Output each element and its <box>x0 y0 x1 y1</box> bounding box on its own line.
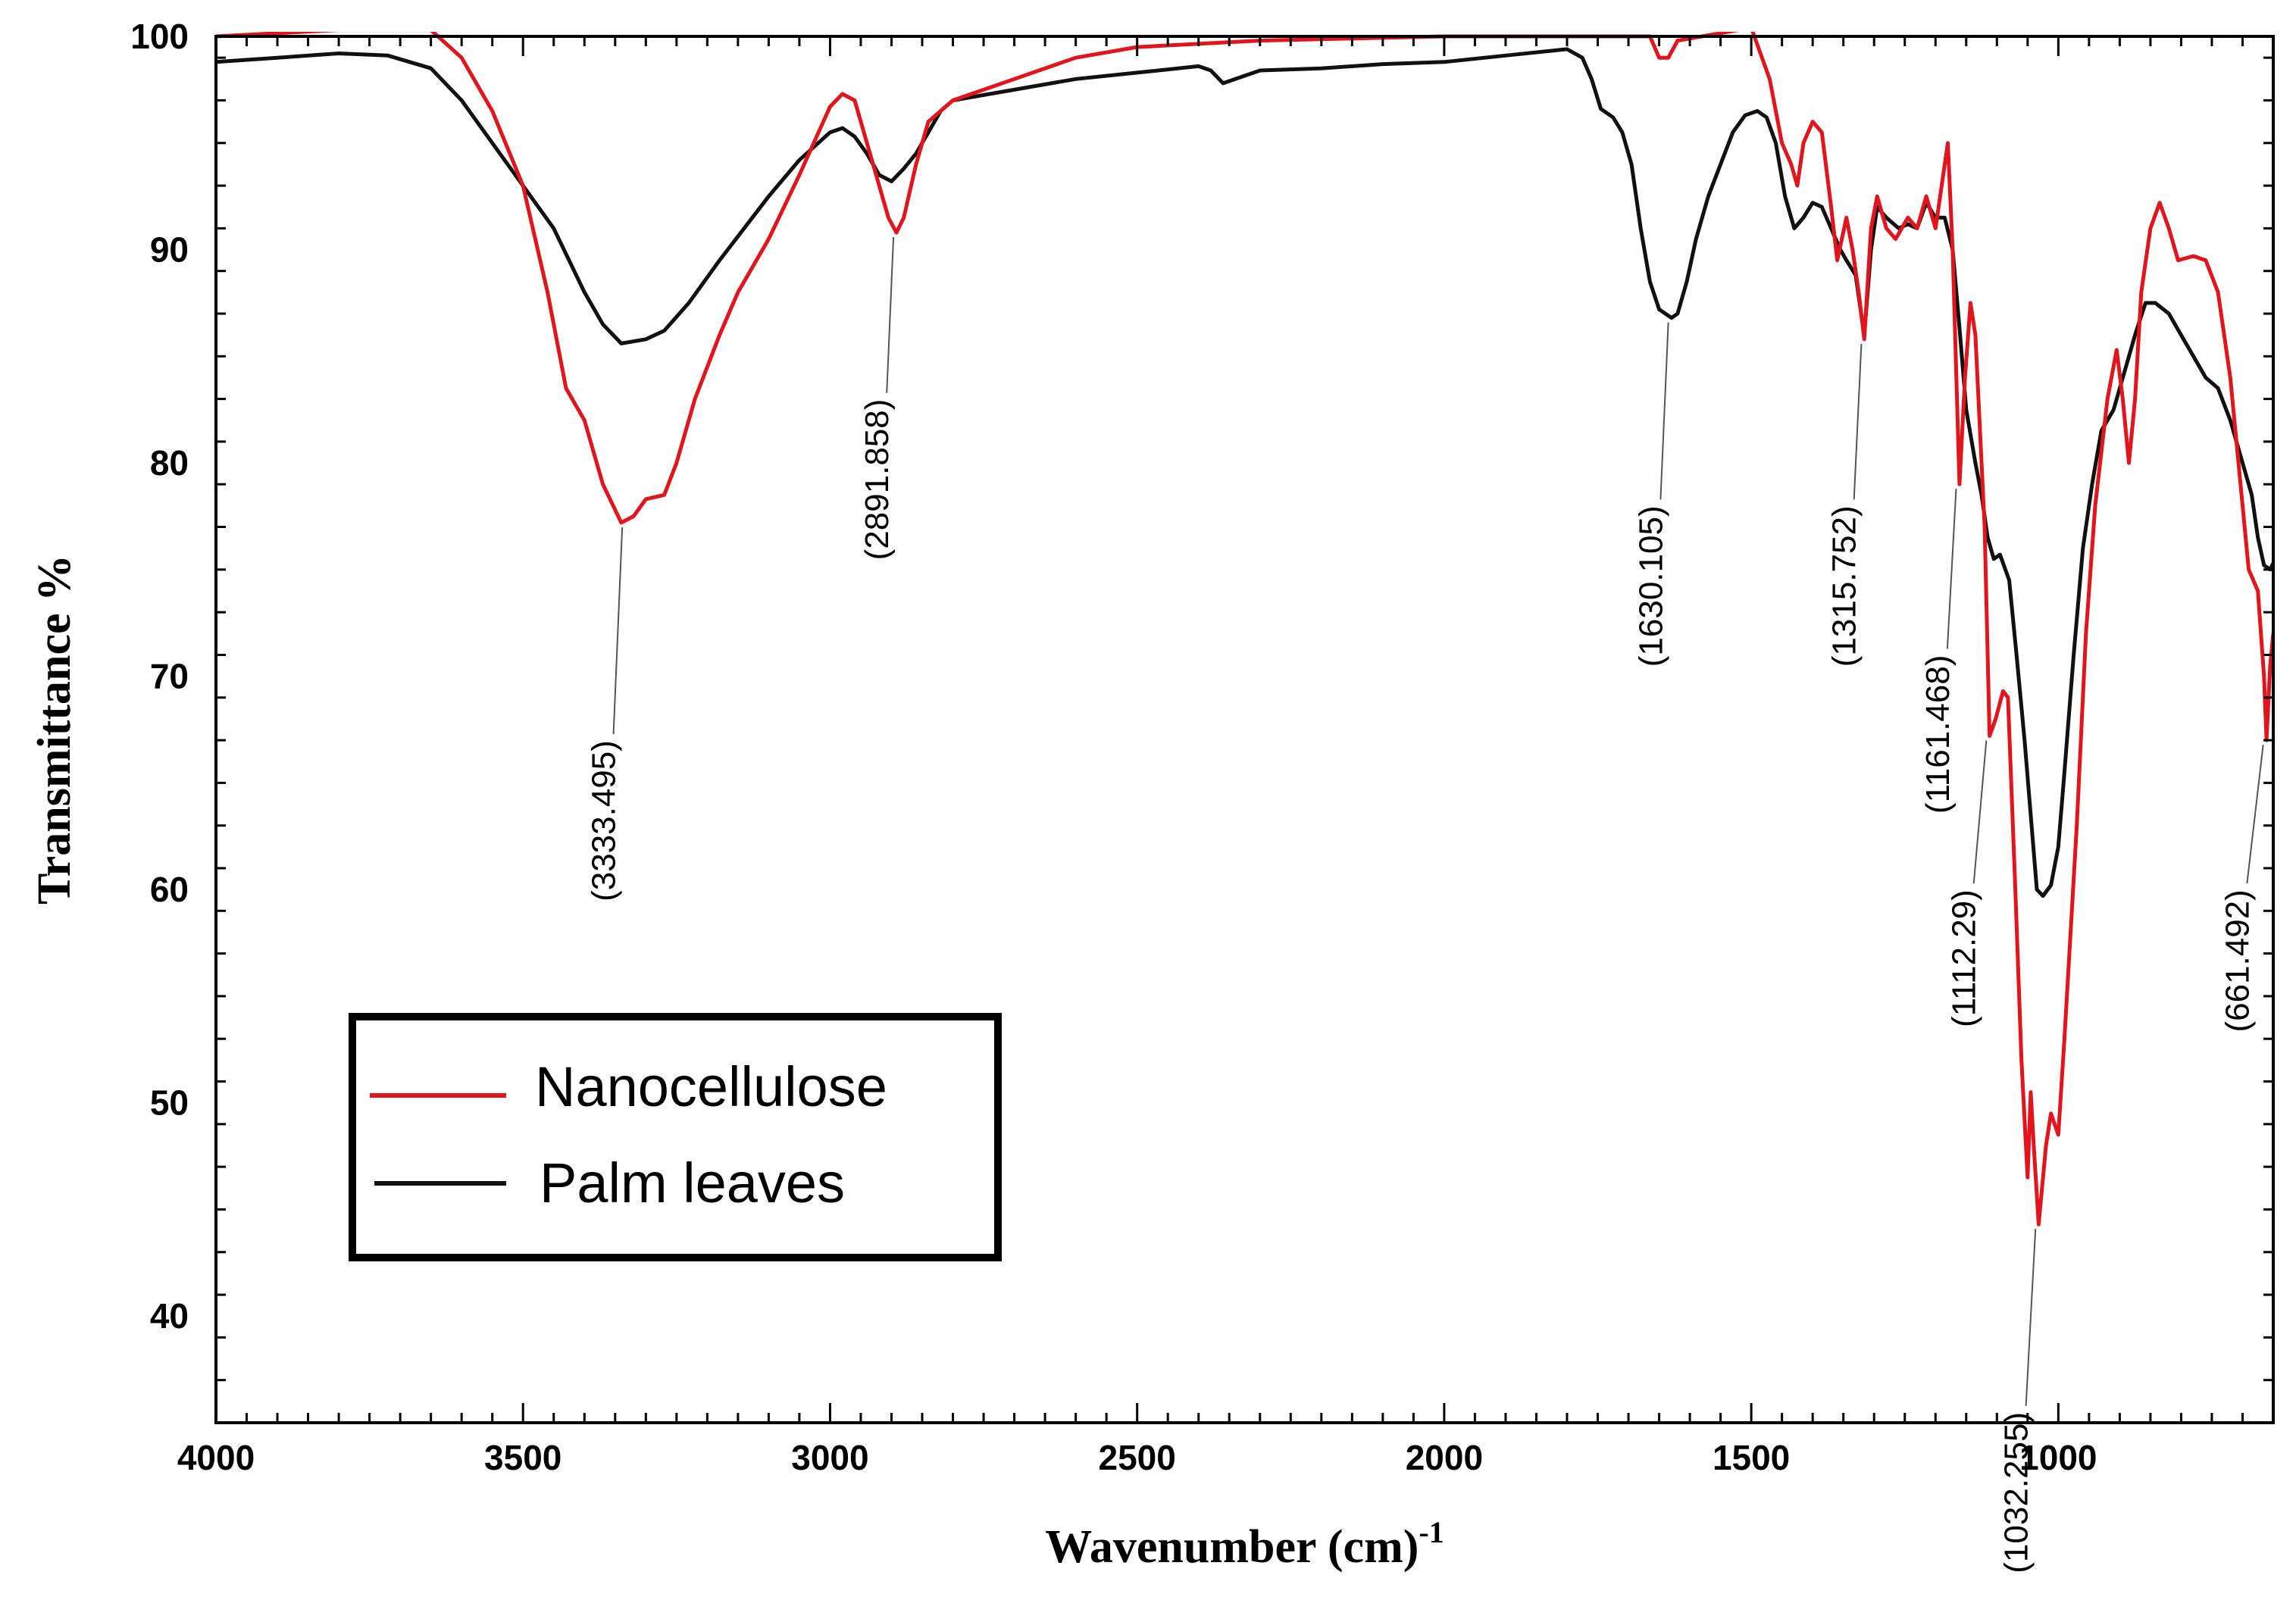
x-tick-label: 4000 <box>177 1438 255 1477</box>
x-axis-title-superscript: -1 <box>1419 1515 1444 1549</box>
peak-leader-line <box>612 527 624 735</box>
series-line-palm-leaves <box>216 47 2273 898</box>
x-tick-label: 2500 <box>1098 1438 1175 1477</box>
peak-leader-line <box>1659 322 1669 500</box>
plot-frame <box>214 35 2275 1424</box>
peak-label: (661.492) <box>2219 889 2256 1032</box>
x-tick-label: 3000 <box>791 1438 868 1477</box>
y-tick-label: 70 <box>150 657 189 696</box>
peak-label: (3333.495) <box>586 740 623 902</box>
y-tick-label: 50 <box>150 1083 189 1123</box>
peak-label: (1630.105) <box>1632 505 1669 667</box>
legend-label-nanocellulose: Nanocellulose <box>535 1055 887 1118</box>
y-tick-label: 100 <box>130 17 189 56</box>
peak-label: (2891.858) <box>859 399 896 561</box>
y-tick-label: 60 <box>150 870 189 909</box>
x-tick-label: 2000 <box>1406 1438 1483 1477</box>
peak-label: (1032.255) <box>1998 1412 2035 1573</box>
y-tick-label: 80 <box>150 443 189 483</box>
legend: Nanocellulose Palm leaves <box>349 1013 1002 1261</box>
legend-label-palm-leaves: Palm leaves <box>540 1152 845 1214</box>
series-line-nanocellulose <box>216 32 2273 1227</box>
x-axis-title: Wavenumber (cm)-1 <box>1045 1515 1444 1573</box>
peak-leader-line <box>1972 740 1988 884</box>
peak-label: (1315.752) <box>1826 505 1863 667</box>
x-tick-label: 1500 <box>1713 1438 1790 1477</box>
x-tick-label: 1000 <box>2019 1438 2097 1477</box>
peak-leader-line <box>1946 489 1957 649</box>
peak-leader-line <box>2025 1229 2037 1406</box>
peak-label: (1112.29) <box>1946 889 1983 1027</box>
x-tick-label: 3500 <box>484 1438 561 1477</box>
legend-box <box>349 1013 1002 1261</box>
peak-leader-line <box>2246 744 2264 884</box>
peak-leader-line <box>886 236 895 393</box>
peak-label: (1161.468) <box>1919 655 1957 814</box>
y-tick-label: 40 <box>150 1296 189 1336</box>
annotation-layer: (3333.495) (2891.858) (1630.105) (1315.752)… <box>586 236 2264 1573</box>
y-tick-label: 90 <box>150 230 189 270</box>
x-axis-title-text: Wavenumber (cm) <box>1045 1521 1419 1573</box>
series-layer <box>216 32 2273 1227</box>
y-axis-title: Transmittance % <box>29 555 80 905</box>
ticks-layer: 4000 3500 3000 2500 2000 1500 1000 40 50 60 70 80 90… <box>130 17 2273 1477</box>
peak-leader-line <box>1853 343 1863 500</box>
